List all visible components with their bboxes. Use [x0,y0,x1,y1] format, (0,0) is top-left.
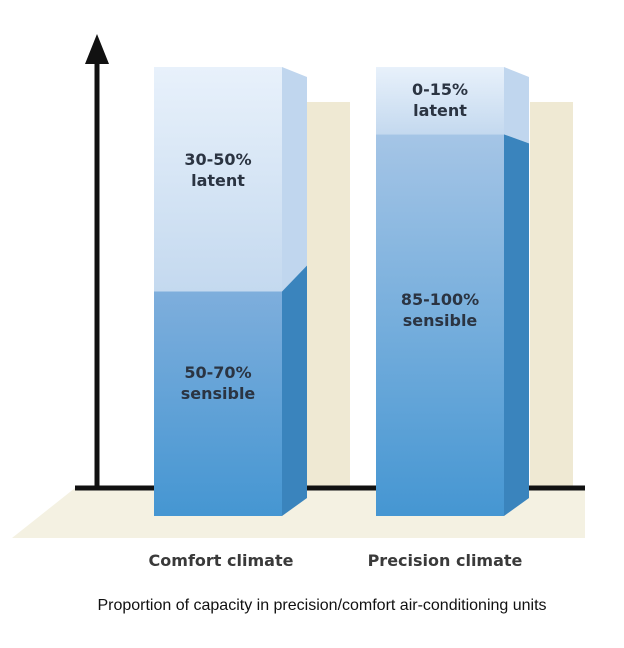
bar-sensible-1 [376,134,504,516]
data-label-sensible-0: 50-70% [184,363,251,382]
series-label-sensible-1: sensible [403,311,478,330]
series-label-sensible-0: sensible [181,384,256,403]
bar-sensible-side-0 [282,265,307,516]
bar-latent-side-0 [282,67,307,292]
y-axis-arrow-icon [85,34,109,64]
category-label-precision: Precision climate [368,551,523,570]
series-label-latent-1: latent [413,101,467,120]
bar-latent-0 [154,67,282,292]
category-label-comfort: Comfort climate [149,551,294,570]
data-label-latent-1: 0-15% [412,80,468,99]
data-label-sensible-1: 85-100% [401,290,479,309]
chart-caption: Proportion of capacity in precision/comf… [97,597,546,614]
back-panel-comfort [307,102,350,488]
series-label-latent-0: latent [191,171,245,190]
bar-latent-1 [376,67,504,135]
data-label-latent-0: 30-50% [184,150,251,169]
bar-sensible-side-1 [504,134,529,516]
back-panel-precision [530,102,573,488]
bar-sensible-0 [154,291,282,516]
bar-latent-side-1 [504,67,529,144]
